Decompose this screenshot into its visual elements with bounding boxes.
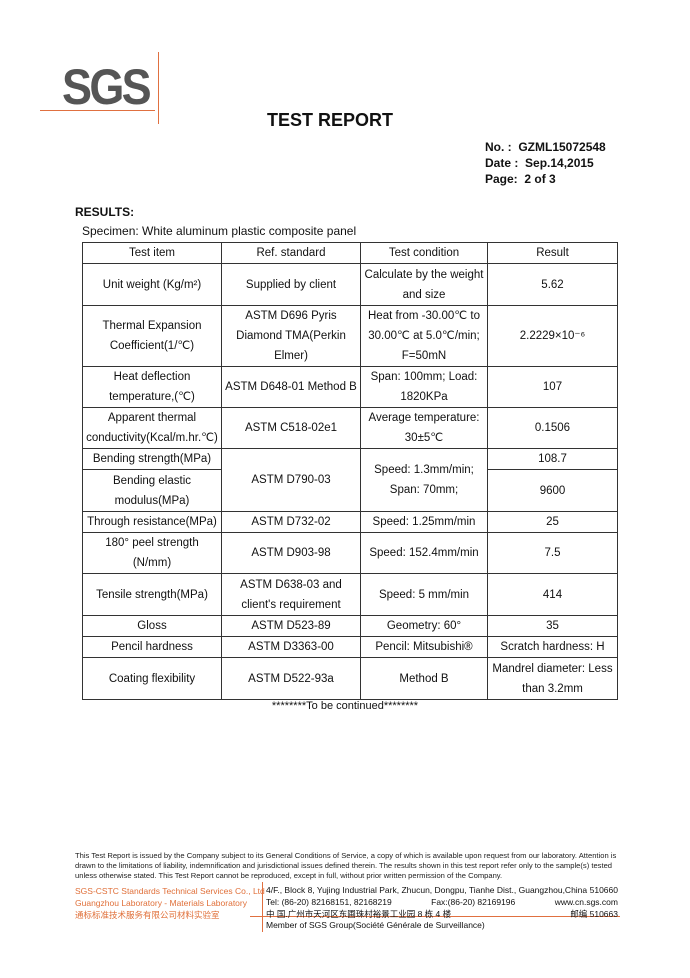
cell-item: Heat deflection temperature,(℃) [82,366,222,408]
table-row: Through resistance(MPa) ASTM D732-02 Speed… [82,511,618,533]
col-header: Test condition [360,242,488,264]
cell-cond: Speed: 5 mm/min [360,573,488,616]
cell-result: 2.2229×10⁻⁶ [487,305,618,367]
table-row: Gloss ASTM D523-89 Geometry: 60° 35 [82,615,618,637]
cell-ref: ASTM D638-03 and client's requirement [221,573,361,616]
fax: Fax:(86-20) 82169196 [431,897,516,907]
cell-cond: Speed: 1.25mm/min [360,511,488,533]
cell-cond: Speed: 152.4mm/min [360,532,488,574]
sgs-logo: SGS [62,59,152,115]
table-row: Bending strength(MPa) ASTM D790-03 Speed: … [82,448,618,512]
cell-cond: Method B [360,657,488,700]
telephone: Tel: (86-20) 82168151, 82168219 [266,897,392,907]
value: Sep.14,2015 [525,156,594,170]
table-row: Unit weight (Kg/m²) Supplied by client Cal… [82,263,618,306]
cell-item: Apparent thermal conductivity(Kcal/m.hr.… [82,407,222,449]
cell-result: 107 [487,366,618,408]
cell-result: 108.7 [487,448,618,470]
table-row: Bending elastic modulus(MPa) 9600 [82,469,618,512]
cell-result: Scratch hardness: H [487,636,618,658]
logo-line [40,110,155,111]
cell-item: Through resistance(MPa) [82,511,222,533]
cell-ref: ASTM D903-98 [221,532,361,574]
table-row: Pencil hardness ASTM D3363-00 Pencil: Mits… [82,636,618,658]
cell-item: Tensile strength(MPa) [82,573,222,616]
cell-ref: ASTM D3363-00 [221,636,361,658]
address-cn: 中 国.广州市天河区东圃珠村裕景工业园 8 栋 4 楼 [266,909,452,919]
cell-item: Bending elastic modulus(MPa) [82,469,222,512]
label: Date : [485,156,519,170]
cell-item: Bending strength(MPa) [82,448,222,470]
label: No. : [485,140,512,154]
cell-item: Thermal Expansion Coefficient(1/℃) [82,305,222,367]
table-row: Tensile strength(MPa) ASTM D638-03 and cl… [82,573,618,616]
value: 2 of 3 [524,172,556,186]
address: 4/F., Block 8, Yujing Industrial Park, Z… [266,885,588,895]
cell-result: 0.1506 [487,407,618,449]
disclaimer: This Test Report is issued by the Compan… [75,851,617,880]
cell-result: 25 [487,511,618,533]
cell-cond: Calculate by the weight and size [360,263,488,306]
cell-item: Coating flexibility [82,657,222,700]
divider [250,916,620,917]
cell-ref: ASTM D696 Pyris Diamond TMA(Perkin Elmer… [221,305,361,367]
title-text: TEST REPORT [266,110,393,130]
company-line: SGS-CSTC Standards Technical Services Co… [75,886,265,896]
postcode-cn: 邮编 510663 [570,909,618,919]
cell-ref: ASTM D732-02 [221,511,361,533]
cell-cond: Geometry: 60° [360,615,488,637]
table-header: Test item Ref. standard Test condition R… [82,242,618,264]
cell-cond: Speed: 1.3mm/min; Span: 70mm; [360,448,488,512]
table-row: 180° peel strength (N/mm) ASTM D903-98 Spe… [82,532,618,574]
cell-ref: ASTM D648-01 Method B [221,366,361,408]
divider [262,882,263,932]
cell-item: 180° peel strength (N/mm) [82,532,222,574]
company-line: Guangzhou Laboratory - Materials Laborat… [75,898,247,908]
company-line: 通标标准技术服务有限公司材料实验室 [75,910,220,920]
table-row: Heat deflection temperature,(℃) ASTM D648… [82,366,618,408]
address-block: 4/F., Block 8, Yujing Industrial Park, Z… [266,884,618,920]
cell-cond: Span: 100mm; Load: 1820KPa [360,366,488,408]
cell-result: 35 [487,615,618,637]
results-table: Test item Ref. standard Test condition R… [82,242,618,700]
report-date: Date : Sep.14,2015 [485,156,594,170]
logo-line [158,52,159,124]
cell-item: Pencil hardness [82,636,222,658]
col-header: Result [487,242,618,264]
cell-ref: ASTM D522-93a [221,657,361,700]
cell-ref: ASTM D790-03 [221,448,361,512]
table-row: Coating flexibility ASTM D522-93a Method B… [82,657,618,700]
cell-item: Gloss [82,615,222,637]
company-name: SGS-CSTC Standards Technical Services Co… [75,885,265,921]
cell-result: 7.5 [487,532,618,574]
cell-result: 9600 [487,469,618,512]
postcode: 510660 [589,885,618,895]
col-header: Test item [82,242,222,264]
website[interactable]: www.cn.sgs.com [554,897,618,907]
col-header: Ref. standard [221,242,361,264]
cell-cond: Pencil: Mitsubishi® [360,636,488,658]
value: GZML15072548 [518,140,606,154]
label: Page: [485,172,518,186]
cell-ref: Supplied by client [221,263,361,306]
continued-note: ********To be continued******** [271,700,419,712]
member-note: Member of SGS Group(Société Générale de … [266,920,485,930]
cell-result: 5.62 [487,263,618,306]
table-row: Thermal Expansion Coefficient(1/℃) ASTM D… [82,305,618,367]
cell-cond: Average temperature: 30±5℃ [360,407,488,449]
results-heading: RESULTS: [75,205,135,219]
report-page: Page: 2 of 3 [485,172,556,186]
table-row: Apparent thermal conductivity(Kcal/m.hr.… [82,407,618,449]
cell-item: Unit weight (Kg/m²) [82,263,222,306]
cell-result: Mandrel diameter: Less than 3.2mm [487,657,618,700]
specimen: Specimen: White aluminum plastic composi… [82,224,357,238]
cell-result: 414 [487,573,618,616]
cell-ref: ASTM C518-02e1 [221,407,361,449]
cell-cond: Heat from -30.00℃ to 30.00℃ at 5.0℃/min;… [360,305,488,367]
page-title: TEST REPORT [0,110,690,131]
cell-ref: ASTM D523-89 [221,615,361,637]
report-number: No. : GZML15072548 [485,140,606,154]
